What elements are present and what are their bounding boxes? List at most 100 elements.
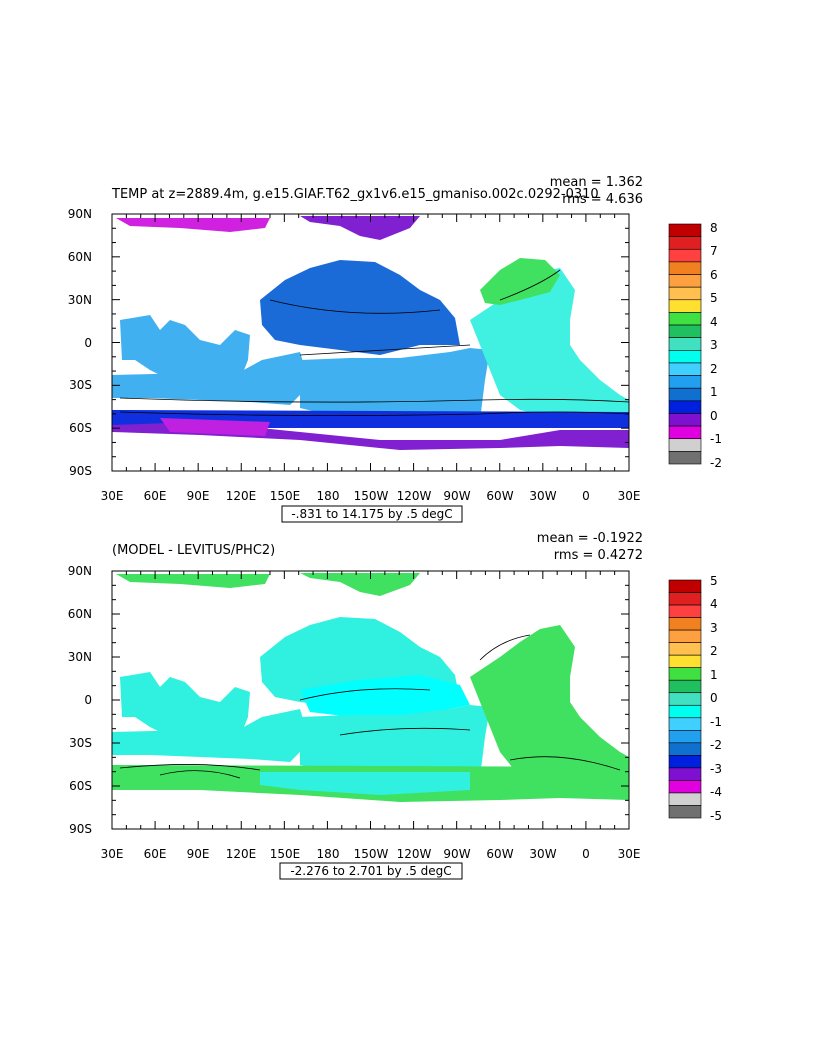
colorbar-swatch bbox=[668, 717, 702, 731]
diff-pacific-south bbox=[300, 705, 490, 777]
temp-lat-label: 30S bbox=[69, 378, 92, 392]
diff-colorbar-label: 4 bbox=[710, 597, 718, 611]
diff-panel-title: (MODEL - LEVITUS/PHC2) bbox=[112, 543, 275, 558]
temp-lon-label: 180 bbox=[317, 489, 340, 503]
temp-colorbar-label: 4 bbox=[710, 315, 718, 329]
diff-colorbar-label: -2 bbox=[710, 738, 722, 752]
diff-lon-label: 120E bbox=[226, 847, 257, 861]
colorbar-swatch bbox=[668, 299, 702, 313]
diff-range-box bbox=[279, 862, 463, 880]
colorbar-swatch bbox=[668, 248, 702, 263]
diff-map bbox=[112, 571, 629, 829]
diff-lon-label: 30E bbox=[101, 847, 124, 861]
colorbar-swatch bbox=[668, 438, 702, 452]
colorbar-swatch bbox=[668, 742, 702, 756]
colorbar-swatch bbox=[668, 604, 702, 618]
colorbar-swatch bbox=[668, 792, 702, 806]
temp-lat-label: 90S bbox=[69, 464, 92, 478]
diff-lat-label: 60S bbox=[69, 779, 92, 793]
diff-southern-ocean-cyan bbox=[260, 772, 470, 795]
temp-lat-label: 60S bbox=[69, 421, 92, 435]
colorbar-swatch bbox=[668, 223, 702, 237]
colorbar-swatch bbox=[668, 400, 702, 414]
colorbar-swatch bbox=[668, 274, 702, 288]
colorbar-swatch bbox=[668, 286, 702, 301]
temp-lon-label: 30W bbox=[529, 489, 556, 503]
diff-lat-labels: 90N 60N 30N 0 30S 60S 90S bbox=[68, 564, 92, 836]
colorbar-swatch bbox=[668, 755, 702, 769]
diff-rms-text: rms = 0.4272 bbox=[554, 548, 643, 563]
colorbar-swatch bbox=[668, 261, 702, 275]
colorbar-swatch bbox=[668, 451, 702, 465]
temp-range-note: -.831 to 14.175 by .5 degC bbox=[291, 507, 452, 521]
colorbar-swatch bbox=[668, 425, 702, 440]
temp-lat-label: 0 bbox=[84, 336, 92, 350]
temp-colorbar-label: 0 bbox=[710, 409, 718, 423]
diff-lon-label: 30E bbox=[618, 847, 641, 861]
temp-lon-label: 90W bbox=[443, 489, 470, 503]
diff-lon-label: 60W bbox=[486, 847, 513, 861]
diff-range-note: -2.276 to 2.701 by .5 degC bbox=[290, 864, 451, 878]
temp-lon-label: 120E bbox=[226, 489, 257, 503]
diff-lon-label: 90E bbox=[187, 847, 210, 861]
diff-colorbar-label: -4 bbox=[710, 785, 722, 799]
colorbar-swatch bbox=[668, 654, 702, 668]
diff-arctic-ocean bbox=[116, 574, 270, 588]
temp-atlantic bbox=[470, 268, 629, 420]
temp-lon-label: 60W bbox=[486, 489, 513, 503]
diff-colorbar-label: 5 bbox=[710, 574, 718, 588]
diff-lat-label: 30S bbox=[69, 736, 92, 750]
colorbar-swatch bbox=[668, 805, 702, 819]
temp-colorbar-labels: 8 7 6 5 4 3 2 1 0 -1 -2 bbox=[710, 221, 722, 470]
temp-lon-label: 150W bbox=[354, 489, 389, 503]
colorbar-swatch bbox=[668, 579, 702, 593]
temp-colorbar-label: -1 bbox=[710, 432, 722, 446]
colorbar-swatch bbox=[668, 667, 702, 681]
diff-atlantic bbox=[470, 625, 629, 792]
temp-colorbar-label: 3 bbox=[710, 338, 718, 352]
colorbar-swatch bbox=[668, 312, 702, 326]
diff-lon-label: 30W bbox=[529, 847, 556, 861]
colorbar-swatch bbox=[668, 592, 702, 606]
temp-panel-title: TEMP at z=2889.4m, g.e15.GIAF.T62_gx1v6.… bbox=[111, 187, 599, 202]
colorbar-swatch bbox=[668, 692, 702, 706]
colorbar-swatch bbox=[668, 362, 702, 376]
diff-lon-label: 120W bbox=[397, 847, 432, 861]
temp-contours bbox=[119, 269, 629, 416]
temp-lon-label: 90E bbox=[187, 489, 210, 503]
colorbar-swatch bbox=[668, 413, 702, 427]
colorbar-swatch bbox=[668, 767, 702, 781]
diff-colorbar-label: 1 bbox=[710, 668, 718, 682]
temp-colorbar-label: 7 bbox=[710, 244, 718, 258]
temp-weddell-purple bbox=[160, 418, 270, 436]
diff-lon-label: 180 bbox=[317, 847, 340, 861]
colorbar-swatch bbox=[668, 642, 702, 656]
diff-colorbar-label: -3 bbox=[710, 762, 722, 776]
diff-colorbar-label: -5 bbox=[710, 809, 722, 823]
temp-colorbar-label: 1 bbox=[710, 385, 718, 399]
temp-colorbar-label: 5 bbox=[710, 291, 718, 305]
temp-north-atlantic bbox=[480, 258, 560, 305]
temp-colorbar bbox=[668, 223, 702, 465]
temp-mean-text: mean = 1.362 bbox=[550, 175, 643, 190]
temp-lon-labels: 30E 60E 90E 120E 150E 180 150W 120W 90W … bbox=[101, 489, 641, 503]
diff-lon-label: 150W bbox=[354, 847, 389, 861]
temp-lon-label: 150E bbox=[270, 489, 301, 503]
temp-lat-label: 60N bbox=[68, 250, 92, 264]
diff-lon-label: 60E bbox=[144, 847, 167, 861]
temp-lon-label: 30E bbox=[101, 489, 124, 503]
colorbar-swatch bbox=[668, 730, 702, 744]
diff-lat-label: 60N bbox=[68, 607, 92, 621]
colorbar-swatch bbox=[668, 617, 702, 631]
diff-arctic-ocean-2 bbox=[300, 573, 420, 596]
temp-lon-label: 0 bbox=[582, 489, 590, 503]
diff-colorbar-label: 0 bbox=[710, 691, 718, 705]
temp-colorbar-label: -2 bbox=[710, 456, 722, 470]
temp-pacific-north bbox=[260, 260, 460, 355]
temp-lat-labels: 90N 60N 30N 0 30S 60S 90S bbox=[68, 207, 92, 478]
diff-contours bbox=[119, 634, 621, 779]
diff-lat-label: 90S bbox=[69, 822, 92, 836]
temp-arctic-ocean-2 bbox=[300, 216, 420, 240]
diff-colorbar-label: 3 bbox=[710, 621, 718, 635]
